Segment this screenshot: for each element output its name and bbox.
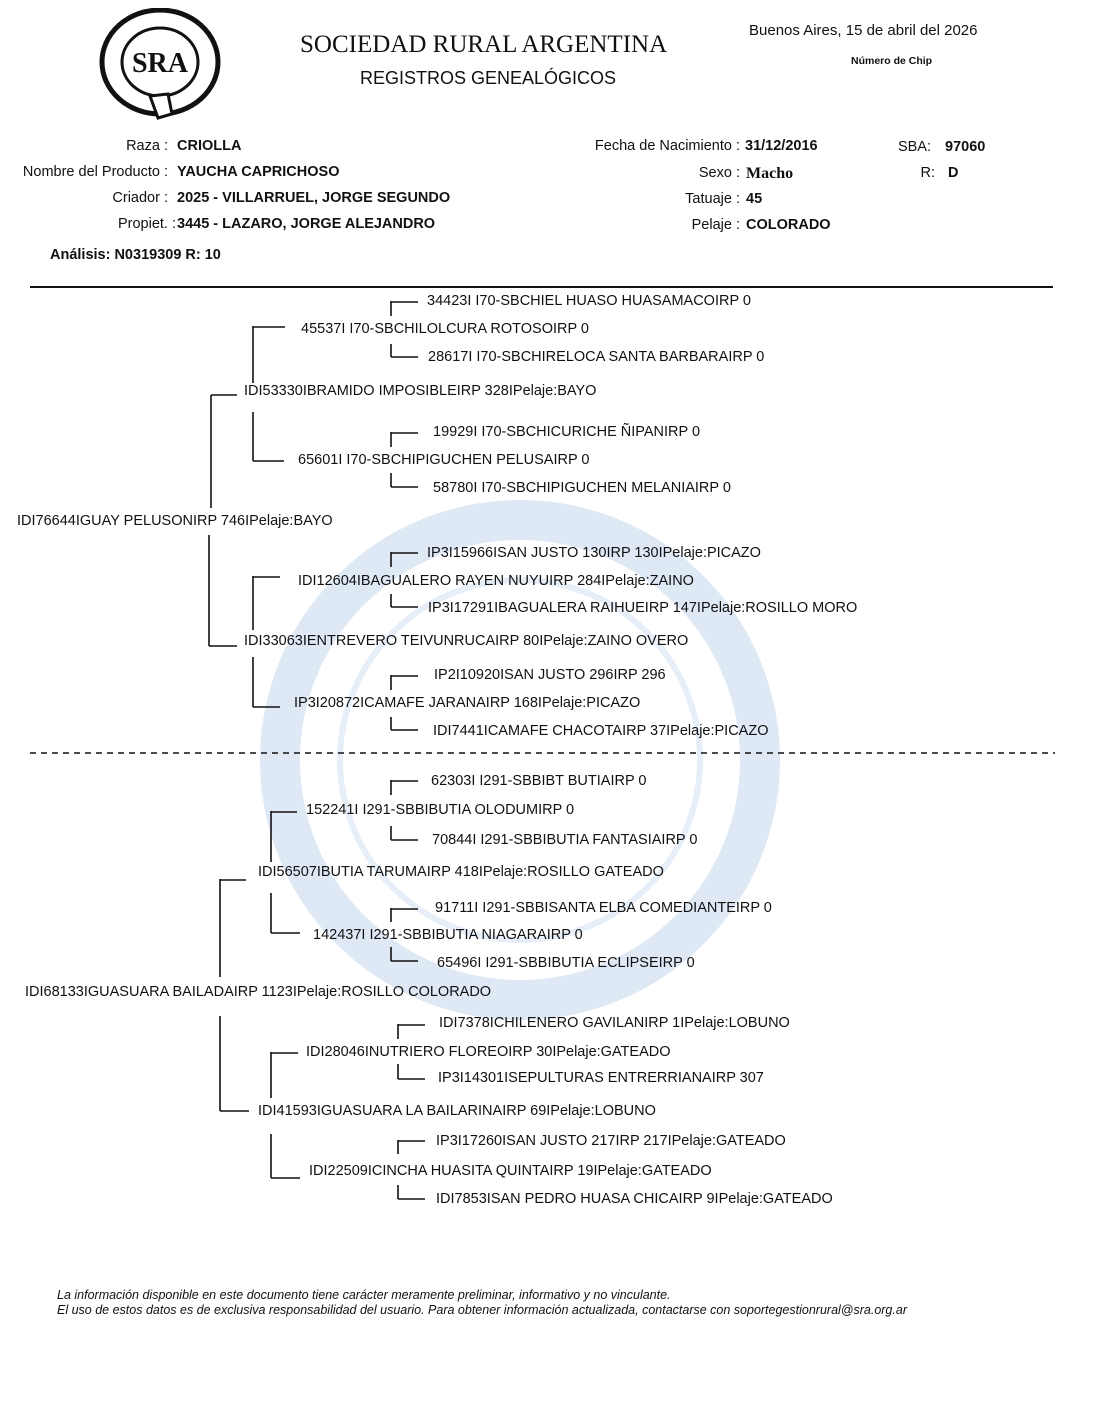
dam-ancestor-entry: 65496I I291-SBBIBUTIA ECLIPSEIRP 0 [437, 955, 695, 971]
dam-ancestor-entry: 62303I I291-SBBIBT BUTIAIRP 0 [431, 773, 647, 789]
pelaje-value: COLORADO [746, 217, 831, 233]
dam-ancestor-entry: IDI7378ICHILENERO GAVILANIRP 1IPelaje:LO… [439, 1015, 790, 1031]
sire-ancestor-entry: 65601I I70-SBCHIPIGUCHEN PELUSAIRP 0 [298, 452, 590, 468]
dam-ancestor-entry: 70844I I291-SBBIBUTIA FANTASIAIRP 0 [432, 832, 698, 848]
dam-ancestor-entry: IDI56507IBUTIA TARUMAIRP 418IPelaje:ROSI… [258, 864, 664, 880]
dam-ancestor-entry: IP3I17260ISAN JUSTO 217IRP 217IPelaje:GA… [436, 1133, 786, 1149]
sire-ancestor-entry: IP3I20872ICAMAFE JARANAIRP 168IPelaje:PI… [294, 695, 641, 711]
nombre-value: YAUCHA CAPRICHOSO [177, 164, 340, 180]
sire-ancestor-entry: 28617I I70-SBCHIRELOCA SANTA BARBARAIRP … [428, 349, 765, 365]
dam-ancestor-entry: IDI28046INUTRIERO FLOREOIRP 30IPelaje:GA… [306, 1044, 671, 1060]
dam-ancestor-entry: IDI22509ICINCHA HUASITA QUINTAIRP 19IPel… [309, 1163, 712, 1179]
document-date: Buenos Aires, 15 de abril del 2026 [749, 22, 978, 39]
dam-parent-entry: IDI68133IGUASUARA BAILADAIRP 1123IPelaje… [25, 984, 492, 1000]
sexo-label: Sexo : [698, 165, 740, 181]
sire-ancestor-entry: 45537I I70-SBCHILOLCURA ROTOSOIRP 0 [301, 321, 589, 337]
dam-ancestor-entry: IP3I14301ISEPULTURAS ENTRERRIANAIRP 307 [438, 1070, 764, 1086]
sire-ancestor-entry: 19929I I70-SBCHICURICHE ÑIPANIRP 0 [433, 424, 701, 440]
r-label: R: [920, 165, 936, 181]
dam-ancestor-entry: IDI41593IGUASUARA LA BAILARINAIRP 69IPel… [258, 1103, 656, 1119]
pelaje-label: Pelaje : [691, 217, 740, 233]
dam-ancestor-entry: 142437I I291-SBBIBUTIA NIAGARAIRP 0 [313, 927, 583, 943]
sire-ancestor-entry: IDI7441ICAMAFE CHACOTAIRP 37IPelaje:PICA… [433, 723, 769, 739]
criador-value: 2025 - VILLARRUEL, JORGE SEGUNDO [177, 190, 451, 206]
svg-text:SRA: SRA [132, 48, 189, 79]
org-title: SOCIEDAD RURAL ARGENTINA [300, 31, 668, 58]
sire-ancestor-entry: IP3I17291IBAGUALERA RAIHUEIRP 147IPelaje… [428, 600, 858, 616]
raza-value: CRIOLLA [177, 138, 242, 154]
sire-parent-entry: IDI76644IGUAY PELUSONIRP 746IPelaje:BAYO [17, 513, 333, 529]
sba-value: 97060 [945, 139, 986, 155]
disclaimer-line-1: La información disponible en este docume… [57, 1288, 671, 1302]
propiet-value: 3445 - LAZARO, JORGE ALEJANDRO [177, 216, 436, 232]
sexo-value: Macho [746, 165, 794, 182]
raza-label: Raza : [126, 138, 168, 154]
disclaimer-line-2: El uso de estos datos es de exclusiva re… [57, 1303, 907, 1317]
analisis: Análisis: N0319309 R: 10 [50, 247, 221, 263]
criador-label: Criador : [112, 190, 168, 206]
propiet-label: Propiet. : [117, 216, 176, 232]
dam-ancestor-entry: IDI7853ISAN PEDRO HUASA CHICAIRP 9IPelaj… [436, 1191, 833, 1207]
sire-ancestor-entry: IP2I10920ISAN JUSTO 296IRP 296 [434, 667, 666, 683]
sire-ancestor-entry: IP3I15966ISAN JUSTO 130IRP 130IPelaje:PI… [427, 545, 761, 561]
tatuaje-label: Tatuaje : [685, 191, 740, 207]
sire-ancestor-entry: IDI53330IBRAMIDO IMPOSIBLEIRP 328IPelaje… [244, 383, 597, 399]
sra-logo: SRA [99, 8, 221, 120]
fecha-label: Fecha de Nacimiento : [594, 138, 740, 154]
tatuaje-value: 45 [746, 191, 763, 207]
sire-ancestor-entry: 34423I I70-SBCHIEL HUASO HUASAMACOIRP 0 [427, 293, 751, 309]
sire-ancestor-entry: IDI12604IBAGUALERO RAYEN NUYUIRP 284IPel… [298, 573, 694, 589]
org-subtitle: REGISTROS GENEALÓGICOS [360, 68, 617, 88]
dam-ancestor-entry: 152241I I291-SBBIBUTIA OLODUMIRP 0 [306, 802, 575, 818]
sba-label: SBA: [897, 139, 931, 155]
fecha-value: 31/12/2016 [745, 138, 818, 154]
chip-label: Número de Chip [851, 55, 933, 67]
sire-ancestor-entry: IDI33063IENTREVERO TEIVUNRUCAIRP 80IPela… [244, 633, 689, 649]
nombre-label: Nombre del Producto : [22, 164, 168, 180]
sire-ancestor-entry: 58780I I70-SBCHIPIGUCHEN MELANIAIRP 0 [433, 480, 731, 496]
r-value: D [948, 165, 959, 181]
dam-ancestor-entry: 91711I I291-SBBISANTA ELBA COMEDIANTEIRP… [435, 900, 772, 916]
